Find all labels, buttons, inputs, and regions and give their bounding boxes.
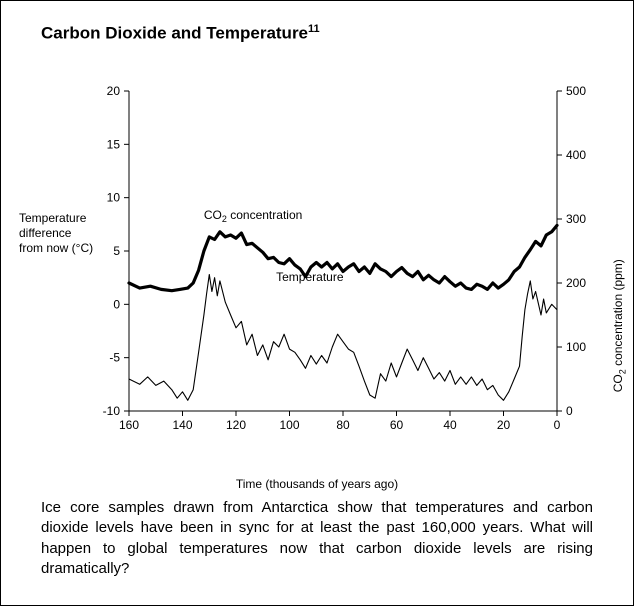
svg-text:0: 0 (113, 297, 120, 311)
svg-text:10: 10 (107, 191, 121, 205)
y-left-axis-label: Temperature difference from now (°C) (19, 211, 93, 256)
svg-text:100: 100 (566, 340, 586, 354)
svg-text:20: 20 (497, 418, 511, 432)
svg-text:0: 0 (566, 404, 573, 418)
svg-text:-5: -5 (109, 351, 120, 365)
y-left-line-2: difference (19, 226, 71, 240)
svg-text:CO2 concentration: CO2 concentration (204, 208, 302, 224)
svg-text:120: 120 (226, 418, 246, 432)
y-right-axis-label: CO2 concentration (ppm) (611, 259, 627, 392)
title-footnote: 11 (308, 23, 320, 35)
svg-text:-10: -10 (103, 404, 121, 418)
svg-text:40: 40 (443, 418, 457, 432)
figure-frame: Carbon Dioxide and Temperature11 160 140 1… (0, 0, 634, 606)
svg-text:500: 500 (566, 84, 586, 98)
svg-text:20: 20 (107, 84, 121, 98)
title-text: Carbon Dioxide and Temperature (41, 24, 308, 43)
svg-text:300: 300 (566, 212, 586, 226)
chart-title: Carbon Dioxide and Temperature11 (41, 23, 320, 44)
svg-text:100: 100 (279, 418, 299, 432)
svg-text:Temperature: Temperature (276, 270, 344, 284)
chart-area: 160140120100806040200-10-505101520010020… (1, 81, 634, 451)
svg-text:140: 140 (172, 418, 192, 432)
svg-text:160: 160 (119, 418, 139, 432)
y-left-line-1: Temperature (19, 211, 86, 225)
y-left-line-3: from now (°C) (19, 241, 93, 255)
line-chart: 160140120100806040200-10-505101520010020… (1, 81, 634, 451)
svg-text:5: 5 (113, 244, 120, 258)
svg-text:400: 400 (566, 148, 586, 162)
caption-text: Ice core samples drawn from Antarctica s… (41, 498, 593, 579)
svg-text:0: 0 (554, 418, 561, 432)
svg-text:15: 15 (107, 137, 121, 151)
svg-text:80: 80 (336, 418, 350, 432)
svg-text:200: 200 (566, 276, 586, 290)
x-axis-label: Time (thousands of years ago) (1, 477, 633, 491)
svg-text:60: 60 (390, 418, 404, 432)
